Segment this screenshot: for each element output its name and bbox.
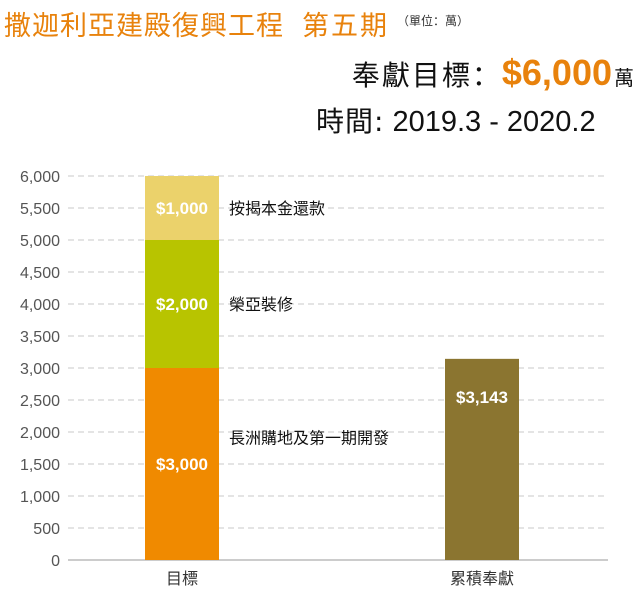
segment-label: 按揭本金還款 — [229, 200, 325, 218]
title-row: 撒迦利亞建殿復興工程 第五期 （單位：萬） — [4, 4, 469, 43]
bar-segment — [445, 358, 519, 560]
y-tick-label: 500 — [33, 521, 60, 538]
segment-label: 長洲購地及第一期開發 — [229, 429, 389, 447]
y-tick-label: 1,000 — [20, 489, 60, 506]
bar-value-label: $2,000 — [156, 295, 208, 314]
period-label: 時間: — [316, 105, 385, 138]
bar-segment — [145, 240, 219, 368]
period-row: 時間: 2019.3 - 2020.2 — [316, 100, 596, 140]
y-tick-label: 3,500 — [20, 329, 60, 346]
target-value: $6,000 — [501, 52, 612, 93]
y-tick-label: 4,500 — [20, 265, 60, 282]
y-tick-label: 6,000 — [20, 169, 60, 186]
y-tick-label: 5,500 — [20, 201, 60, 218]
period-value: 2019.3 - 2020.2 — [392, 106, 596, 138]
page-title: 撒迦利亞建殿復興工程 — [4, 11, 284, 42]
target-label: 奉獻目標： — [351, 59, 502, 92]
unit-note: （單位：萬） — [397, 14, 470, 28]
y-tick-label: 0 — [51, 553, 60, 570]
y-tick-label: 4,000 — [20, 297, 60, 314]
bar-segment — [145, 176, 219, 240]
x-tick-label: 目標 — [166, 570, 198, 588]
target-row: 奉獻目標：$6,000 萬 — [352, 52, 634, 94]
y-tick-label: 2,500 — [20, 393, 60, 410]
phase-title: 第五期 — [302, 11, 389, 42]
bar-value-label: $3,143 — [456, 388, 508, 407]
y-tick-label: 1,500 — [20, 457, 60, 474]
y-tick-label: 5,000 — [20, 233, 60, 250]
segment-label: 榮亞裝修 — [229, 296, 293, 314]
bar-value-label: $3,000 — [156, 455, 208, 474]
target-unit: 萬 — [614, 66, 634, 90]
bar-value-label: $1,000 — [156, 199, 208, 218]
y-tick-label: 2,000 — [20, 425, 60, 442]
y-tick-label: 3,000 — [20, 361, 60, 378]
x-tick-label: 累積奉獻 — [450, 570, 514, 588]
bar-segment — [145, 368, 219, 560]
